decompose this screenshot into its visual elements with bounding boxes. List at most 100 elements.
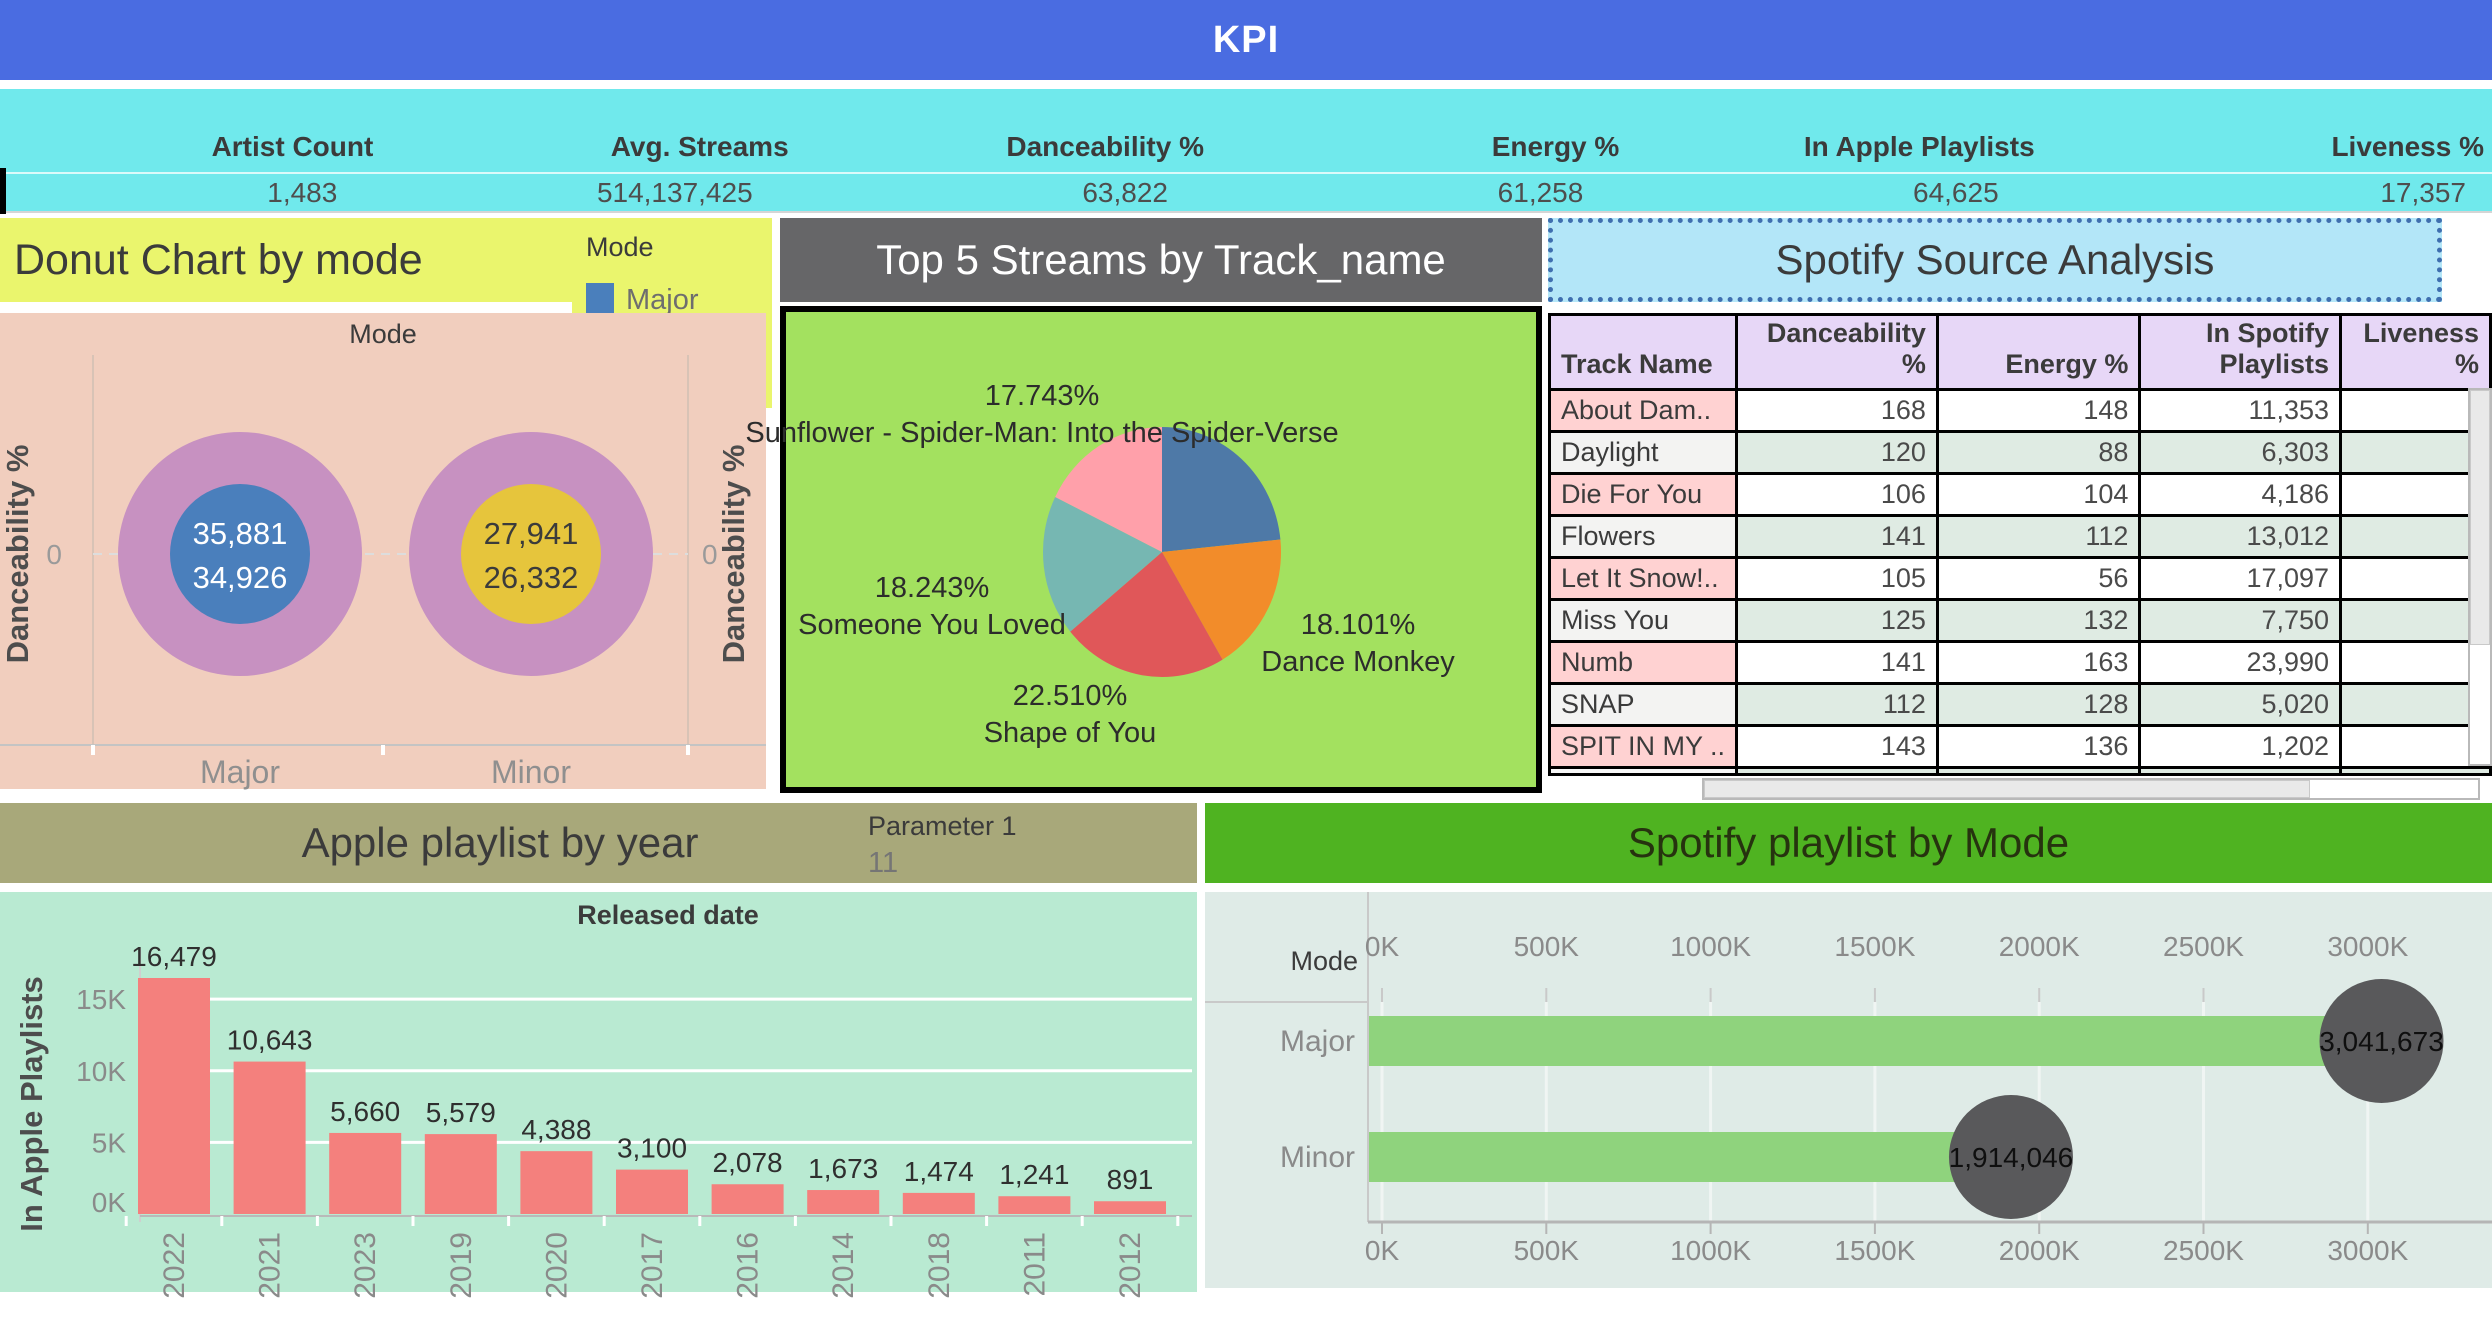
bar-2012[interactable] [1094,1201,1166,1214]
value-cell[interactable]: 17,097 [2138,556,2343,601]
bar-2016[interactable] [711,1184,784,1214]
value-cell[interactable]: 1,202 [2138,724,2343,769]
circle-mark-minor[interactable] [1948,1095,2073,1219]
bar-2018[interactable] [902,1192,975,1214]
value-cell[interactable]: 128 [1935,682,2142,727]
kpi-metric[interactable]: Energy % 61,258 [1246,89,1661,213]
bar-2023[interactable] [329,1132,402,1214]
value-cell[interactable] [2339,388,2492,433]
column-header-track-name[interactable]: Track Name [1547,313,1739,391]
value-cell[interactable]: 125 [1735,598,1939,643]
track-name-cell[interactable]: SNAP [1547,682,1739,727]
pie-slice-sunflower-spider-man-int[interactable] [1055,427,1162,552]
track-name-cell[interactable]: Numb [1547,640,1739,685]
value-cell[interactable]: 141 [1735,514,1939,559]
pie-slice-shape-of-you[interactable] [1070,552,1223,677]
value-cell[interactable]: 5,020 [2138,682,2343,727]
apple-x-tick-label[interactable]: 2020 [540,1232,573,1299]
bar-2021[interactable] [233,1061,306,1214]
value-cell[interactable]: 88 [1935,430,2142,475]
track-name-cell[interactable]: Miss You [1547,598,1739,643]
value-cell[interactable] [2339,556,2492,601]
vertical-scrollbar[interactable] [2468,388,2492,766]
bar-2011[interactable] [998,1196,1071,1214]
kpi-metric[interactable]: Avg. Streams 514,137,425 [415,89,830,213]
hbar-major[interactable] [1369,1016,2382,1066]
horizontal-scrollbar[interactable] [1702,778,2480,800]
bar-2014[interactable] [807,1190,880,1214]
apple-x-tick-label[interactable]: 2022 [158,1232,191,1299]
circle-mark-major[interactable] [2319,979,2444,1103]
apple-x-tick-label[interactable]: 2012 [1114,1232,1147,1299]
track-name-cell[interactable]: Daylight [1547,430,1739,475]
value-cell[interactable] [2339,472,2492,517]
apple-x-tick-label[interactable]: 2014 [827,1232,860,1299]
column-header-energy-[interactable]: Energy % [1935,313,2142,391]
kpi-metric[interactable]: Danceability % 63,822 [831,89,1246,213]
bar-2019[interactable] [424,1134,497,1214]
value-cell[interactable]: 6,303 [2138,430,2343,475]
value-cell[interactable]: 163 [1935,640,2142,685]
vertical-scrollbar-thumb[interactable] [2470,390,2490,645]
value-cell[interactable]: 143 [1735,724,1939,769]
value-cell[interactable]: 23,990 [2138,640,2343,685]
column-header-in-spotify-playlists[interactable]: In Spotify Playlists [2138,313,2343,391]
spotify-bottom-tick-label: 2000K [1999,1235,2080,1266]
horizontal-scrollbar-thumb[interactable] [1704,780,2310,798]
kpi-metric-value: 1,483 [267,177,338,208]
apple-x-tick-label[interactable]: 2018 [923,1232,956,1299]
apple-x-tick-label[interactable]: 2017 [636,1232,669,1299]
kpi-metric[interactable]: Artist Count 1,483 [0,89,415,213]
legend-item-major[interactable]: Major [586,283,772,317]
parameter-value[interactable]: 11 [868,847,899,879]
value-cell[interactable]: 13,012 [2138,514,2343,559]
value-cell[interactable]: 105 [1735,556,1939,601]
column-header-danceability-[interactable]: Danceability % [1735,313,1939,391]
value-cell[interactable]: 11,353 [2138,388,2343,433]
column-header-liveness-[interactable]: Liveness % [2339,313,2492,391]
value-cell[interactable]: 56 [1935,556,2142,601]
value-cell[interactable] [2339,682,2492,727]
pie-slice-someone-you-loved[interactable] [1043,496,1162,632]
donut-center-minor[interactable] [461,484,601,624]
apple-x-tick-label[interactable]: 2023 [349,1232,382,1299]
track-name-cell[interactable]: About Dam.. [1547,388,1739,433]
apple-x-tick-label[interactable]: 2016 [732,1232,765,1299]
value-cell[interactable]: 132 [1935,598,2142,643]
value-cell[interactable] [2339,640,2492,685]
value-cell[interactable]: 120 [1735,430,1939,475]
value-cell[interactable] [2339,514,2492,559]
track-name-cell[interactable]: Die For You [1547,472,1739,517]
track-name-cell[interactable]: Let It Snow!.. [1547,556,1739,601]
track-name-cell[interactable]: Flowers [1547,514,1739,559]
value-cell[interactable]: 136 [1935,724,2142,769]
value-cell[interactable]: 141 [1735,640,1939,685]
spotify-category-label[interactable]: Minor [1280,1141,1355,1174]
bar-2020[interactable] [520,1151,593,1214]
kpi-metric[interactable]: Liveness % 17,357 [2077,89,2492,213]
pie-slice-unlabeled[interactable] [1162,427,1281,552]
apple-x-tick-label[interactable]: 2021 [254,1232,287,1299]
apple-x-tick-label[interactable]: 2019 [445,1232,478,1299]
value-cell[interactable]: 106 [1735,472,1939,517]
value-cell[interactable]: 112 [1935,514,2142,559]
value-cell[interactable]: 4,186 [2138,472,2343,517]
value-cell[interactable]: 112 [1735,682,1939,727]
kpi-metric[interactable]: In Apple Playlists 64,625 [1661,89,2076,213]
spotify-playlist-title: Spotify playlist by Mode [1205,803,2492,883]
bar-2017[interactable] [616,1169,688,1214]
value-cell[interactable]: 148 [1935,388,2142,433]
value-cell[interactable]: 168 [1735,388,1939,433]
value-cell[interactable]: 104 [1935,472,2142,517]
donut-center-major[interactable] [170,484,310,624]
value-cell[interactable] [2339,598,2492,643]
hbar-minor[interactable] [1369,1132,2011,1182]
pie-slice-dance-monkey[interactable] [1162,539,1281,660]
bar-2022[interactable] [138,978,210,1214]
value-cell[interactable]: 7,750 [2138,598,2343,643]
track-name-cell[interactable]: SPIT IN MY .. [1547,724,1739,769]
bar-value-label: 1,474 [904,1156,974,1187]
apple-x-tick-label[interactable]: 2011 [1018,1232,1051,1297]
spotify-category-label[interactable]: Major [1280,1025,1355,1058]
